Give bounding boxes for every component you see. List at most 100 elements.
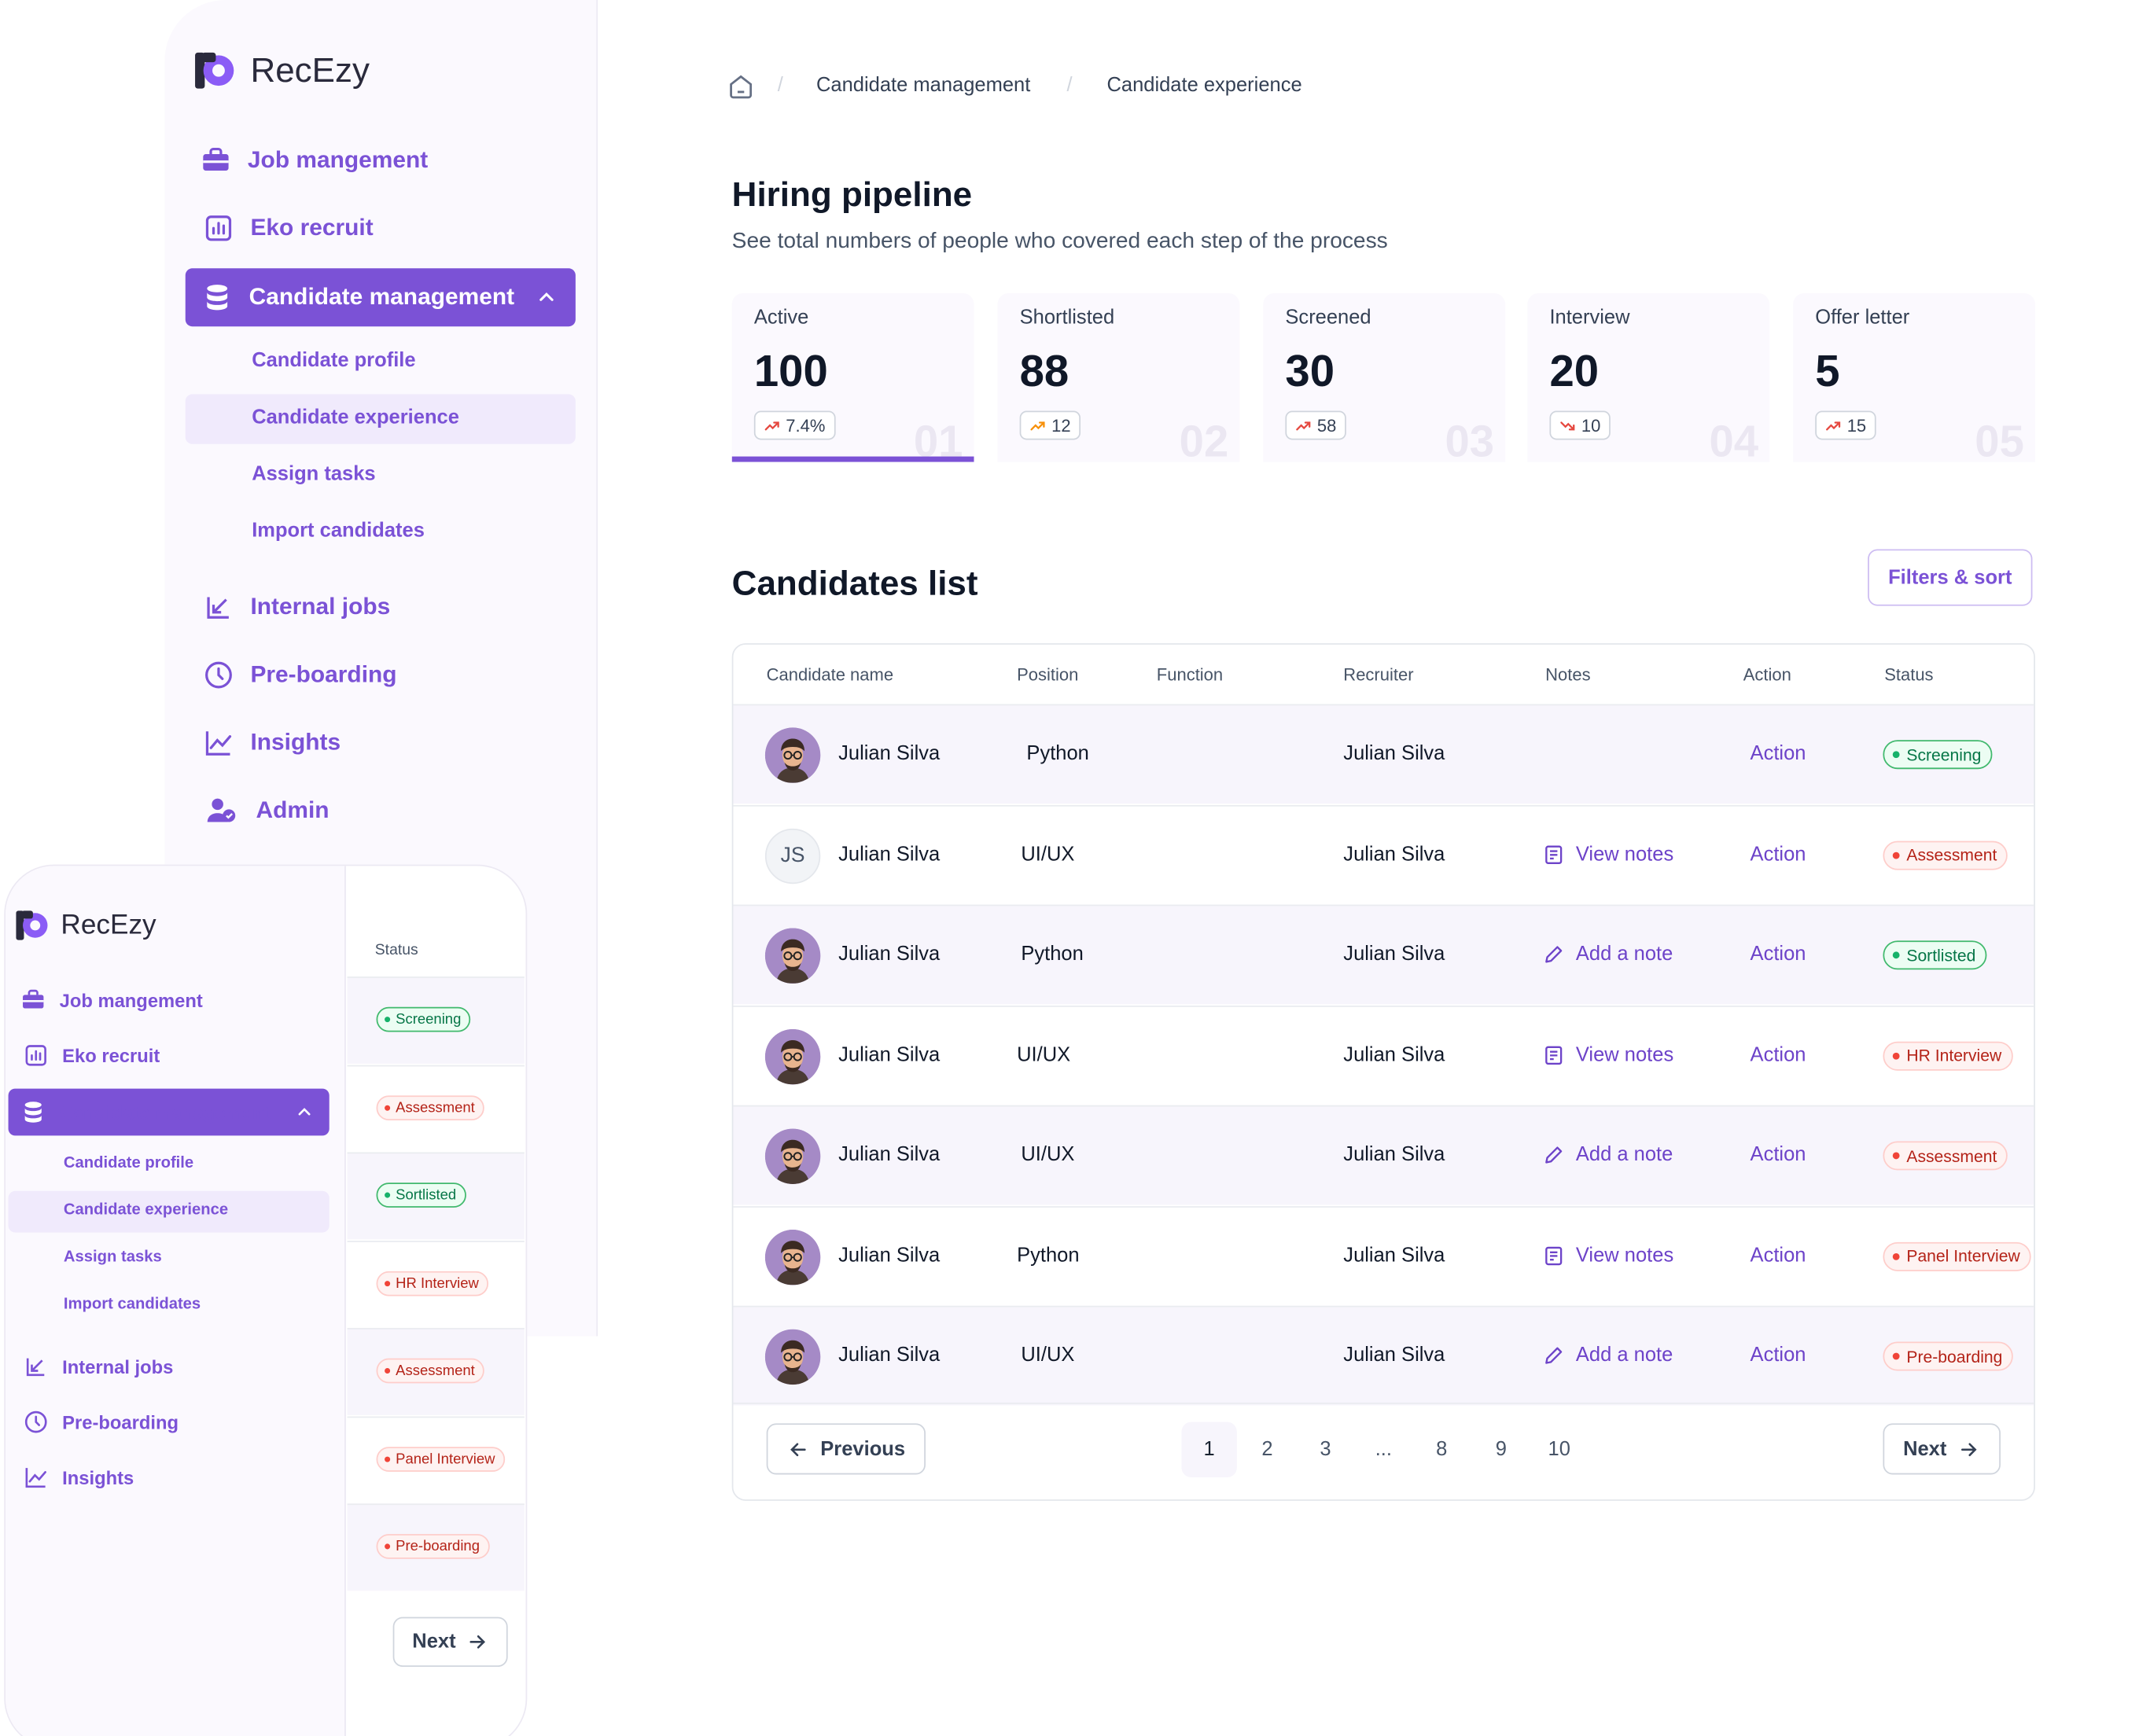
table-row[interactable]: Julian Silva Python Julian Silva Add a note… [733, 904, 2034, 1005]
page-number[interactable]: 10 [1548, 1438, 1570, 1461]
sidebar-subitem-assign-tasks[interactable]: Assign tasks [252, 463, 376, 486]
brand[interactable]: RecEzy [193, 49, 370, 93]
table-row[interactable]: Julian Silva UI/UX Julian Silva Add a note A… [733, 1105, 2034, 1205]
breadcrumb-item-candidate-management[interactable]: Candidate management [816, 75, 1031, 97]
mobile-nav-job-management[interactable]: Job mangement [20, 988, 203, 1013]
breadcrumb-item-candidate-experience[interactable]: Candidate experience [1106, 75, 1302, 97]
candidate-name[interactable]: Julian Silva [838, 1244, 941, 1267]
mobile-subitem-assign-tasks[interactable]: Assign tasks [63, 1249, 162, 1266]
avatar[interactable] [764, 928, 821, 984]
avatar-illustration [764, 1329, 821, 1385]
next-button[interactable]: Next [1882, 1423, 2001, 1475]
status-label: Sortlisted [1906, 945, 1976, 965]
status-badge: Panel Interview [376, 1446, 505, 1472]
page-number[interactable]: 2 [1261, 1438, 1273, 1461]
card-change-badge: 15 [1815, 410, 1876, 440]
mobile-subitem-label: Candidate experience [63, 1201, 229, 1219]
avatar[interactable]: JS [764, 827, 821, 884]
column-header-candidate-name[interactable]: Candidate name [766, 665, 894, 685]
page-number[interactable]: 1 [1181, 1422, 1237, 1477]
notes-label: Add a note [1575, 1143, 1673, 1167]
mobile-nav-internal-jobs[interactable]: Internal jobs [24, 1354, 173, 1379]
sidebar-item-internal-jobs[interactable]: Internal jobs [204, 592, 390, 623]
page-number[interactable]: 8 [1436, 1438, 1448, 1461]
table-row[interactable]: JS Julian Silva UI/UX Julian Silva View note… [733, 804, 2034, 904]
sidebar-item-eko-recruit[interactable]: Eko recruit [204, 213, 374, 244]
clock-icon [24, 1410, 47, 1433]
mobile-nav-candidate-management[interactable]: Candidate management [8, 1088, 329, 1136]
mobile-nav-pre-boarding[interactable]: Pre-boarding [24, 1410, 179, 1435]
mobile-subitem-candidate-profile[interactable]: Candidate profile [63, 1155, 194, 1172]
action-link[interactable]: Action [1750, 943, 1806, 966]
table-row[interactable]: Julian Silva UI/UX Julian Silva View notes A… [733, 1005, 2034, 1105]
action-link[interactable]: Action [1750, 742, 1806, 765]
column-header-notes[interactable]: Notes [1545, 665, 1591, 685]
candidate-name[interactable]: Julian Silva [838, 1043, 941, 1066]
chevron-up-icon[interactable] [296, 1104, 312, 1120]
sidebar-subitem-candidate-profile[interactable]: Candidate profile [252, 350, 416, 373]
card-value: 30 [1285, 345, 1335, 396]
avatar[interactable] [764, 1329, 821, 1385]
sidebar-item-job-management[interactable]: Job mangement [201, 145, 428, 176]
pipeline-card-offer-letter[interactable]: Offer letter 5 15 05 [1793, 292, 2035, 462]
notes-link[interactable]: View notes [1543, 1043, 1673, 1066]
sidebar-item-admin[interactable]: Admin [204, 796, 329, 826]
notes-link[interactable]: Add a note [1543, 1144, 1673, 1166]
candidate-name[interactable]: Julian Silva [838, 1143, 941, 1167]
mobile-nav-insights[interactable]: Insights [24, 1465, 134, 1490]
mobile-subitem-candidate-experience[interactable]: Candidate experience [8, 1190, 329, 1233]
candidate-position: Python [1026, 742, 1089, 765]
avatar[interactable] [764, 1128, 821, 1184]
sidebar-item-insights[interactable]: Insights [204, 727, 341, 758]
mobile-nav-label: Job mangement [59, 989, 203, 1011]
column-header-action[interactable]: Action [1743, 665, 1791, 685]
column-header-recruiter[interactable]: Recruiter [1343, 665, 1414, 685]
page-number[interactable]: 3 [1320, 1438, 1331, 1461]
column-header-status[interactable]: Status [1884, 665, 1934, 685]
sidebar-item-pre-boarding[interactable]: Pre-boarding [204, 660, 397, 690]
column-header-function[interactable]: Function [1156, 665, 1224, 685]
action-link[interactable]: Action [1750, 1244, 1806, 1267]
home-icon[interactable] [727, 73, 753, 99]
pipeline-card-screened[interactable]: Screened 30 58 03 [1263, 292, 1506, 462]
mobile-nav-label: Eko recruit [62, 1045, 160, 1066]
card-value: 100 [753, 345, 828, 396]
chevron-up-icon[interactable] [537, 288, 557, 307]
candidate-name[interactable]: Julian Silva [838, 943, 941, 966]
table-row[interactable]: Julian Silva UI/UX Julian Silva Add a note A… [733, 1305, 2034, 1406]
action-link[interactable]: Action [1750, 1143, 1806, 1167]
table-row[interactable]: Julian Silva Python Julian Silva View notes… [733, 1205, 2034, 1305]
action-link[interactable]: Action [1750, 1043, 1806, 1066]
notes-link[interactable]: Add a note [1543, 943, 1673, 965]
users-icon [207, 798, 236, 822]
candidate-name[interactable]: Julian Silva [838, 1344, 941, 1367]
page-number[interactable]: 9 [1495, 1438, 1507, 1461]
sidebar-item-candidate-management[interactable]: Candidate management [185, 268, 576, 327]
action-link[interactable]: Action [1750, 1344, 1806, 1367]
pipeline-card-shortlisted[interactable]: Shortlisted 88 12 02 [997, 292, 1240, 462]
mobile-nav-eko-recruit[interactable]: Eko recruit [24, 1043, 160, 1068]
notes-link[interactable]: View notes [1543, 843, 1673, 865]
mobile-next-button[interactable]: Next [392, 1616, 509, 1667]
status-badge: Screening [376, 1006, 471, 1032]
filters-sort-button[interactable]: Filters & sort [1868, 549, 2033, 606]
candidate-name[interactable]: Julian Silva [838, 742, 941, 765]
candidate-name[interactable]: Julian Silva [838, 843, 941, 866]
notes-link[interactable]: View notes [1543, 1245, 1673, 1267]
recruiter-name: Julian Silva [1343, 843, 1445, 866]
mobile-brand[interactable]: RecEzy [14, 907, 156, 943]
table-row[interactable]: Julian Silva Python Julian Silva Action Scre… [733, 704, 2034, 804]
avatar-illustration [764, 727, 821, 783]
mobile-subitem-import-candidates[interactable]: Import candidates [63, 1296, 201, 1313]
pipeline-card-interview[interactable]: Interview 20 10 04 [1527, 292, 1770, 462]
action-link[interactable]: Action [1750, 843, 1806, 866]
avatar[interactable] [764, 1028, 821, 1084]
avatar[interactable] [764, 727, 821, 783]
pipeline-card-active[interactable]: Active 100 7.4% 01 [731, 292, 974, 462]
column-header-position[interactable]: Position [1017, 665, 1079, 685]
sidebar-subitem-candidate-experience[interactable]: Candidate experience [185, 394, 576, 444]
previous-button[interactable]: Previous [766, 1423, 926, 1475]
avatar[interactable] [764, 1229, 821, 1285]
sidebar-subitem-import-candidates[interactable]: Import candidates [252, 520, 425, 542]
notes-link[interactable]: Add a note [1543, 1344, 1673, 1366]
